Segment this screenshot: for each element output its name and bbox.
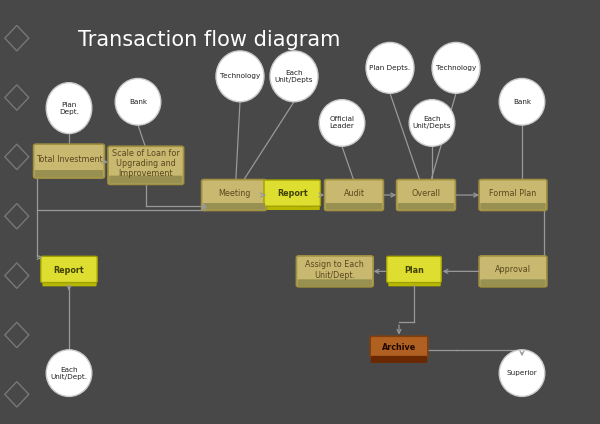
FancyBboxPatch shape [325, 180, 383, 210]
FancyBboxPatch shape [298, 279, 372, 286]
Ellipse shape [499, 350, 545, 396]
FancyBboxPatch shape [41, 256, 97, 282]
FancyBboxPatch shape [34, 144, 104, 178]
Text: Assign to Each
Unit/Dept.: Assign to Each Unit/Dept. [305, 260, 364, 279]
Text: Scale of Loan for
Upgrading and
Improvement: Scale of Loan for Upgrading and Improvem… [112, 148, 179, 179]
Ellipse shape [499, 78, 545, 125]
Text: Meeting: Meeting [218, 189, 250, 198]
FancyBboxPatch shape [296, 256, 373, 287]
Text: Superior: Superior [506, 370, 538, 376]
Text: Approval: Approval [495, 265, 531, 274]
FancyBboxPatch shape [202, 180, 266, 210]
FancyBboxPatch shape [479, 256, 547, 287]
Ellipse shape [366, 42, 414, 93]
Ellipse shape [46, 350, 92, 396]
Text: Transaction flow diagram: Transaction flow diagram [78, 30, 340, 50]
Text: Report: Report [277, 190, 308, 198]
FancyBboxPatch shape [371, 356, 427, 363]
Text: Formal Plan: Formal Plan [490, 189, 536, 198]
Text: Technology: Technology [436, 65, 476, 71]
Text: Each
Unit/Depts: Each Unit/Depts [413, 117, 451, 129]
FancyBboxPatch shape [479, 180, 547, 210]
Text: Bank: Bank [129, 99, 147, 105]
Text: Plan
Dept.: Plan Dept. [59, 102, 79, 114]
Text: Plan: Plan [404, 266, 424, 275]
Text: Plan Depts.: Plan Depts. [370, 65, 410, 71]
Text: Total Investment: Total Investment [35, 155, 103, 164]
FancyBboxPatch shape [203, 203, 265, 209]
FancyBboxPatch shape [398, 203, 454, 209]
Text: Official
Leader: Official Leader [329, 117, 355, 129]
FancyBboxPatch shape [481, 279, 546, 286]
Ellipse shape [216, 51, 264, 102]
FancyBboxPatch shape [35, 170, 103, 177]
FancyBboxPatch shape [108, 146, 184, 184]
Text: Overall: Overall [412, 189, 440, 198]
Ellipse shape [115, 78, 161, 125]
Text: Report: Report [53, 266, 85, 275]
Ellipse shape [319, 100, 365, 146]
FancyBboxPatch shape [397, 180, 455, 210]
Text: Audit: Audit [343, 189, 365, 198]
FancyBboxPatch shape [370, 336, 428, 358]
FancyBboxPatch shape [387, 256, 441, 282]
Ellipse shape [270, 51, 318, 102]
Text: Technology: Technology [220, 73, 260, 79]
Ellipse shape [432, 42, 480, 93]
FancyBboxPatch shape [264, 180, 320, 206]
Text: Archive: Archive [382, 343, 416, 352]
Text: Bank: Bank [513, 99, 531, 105]
Text: Each
Unit/Depts: Each Unit/Depts [275, 70, 313, 83]
Ellipse shape [409, 100, 455, 146]
FancyBboxPatch shape [109, 176, 182, 184]
Ellipse shape [46, 83, 92, 134]
FancyBboxPatch shape [481, 203, 546, 209]
FancyBboxPatch shape [326, 203, 382, 209]
Text: Each
Unit/Dept.: Each Unit/Dept. [50, 367, 88, 379]
